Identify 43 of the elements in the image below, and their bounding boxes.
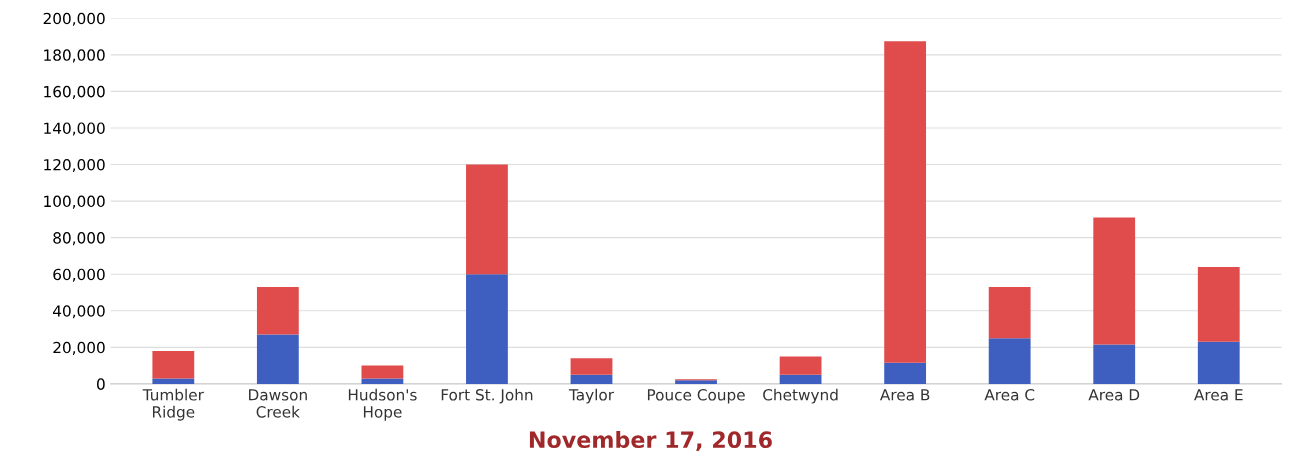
x-tick-label: Area C <box>984 389 1035 401</box>
bar <box>466 164 508 275</box>
x-tick-label: Area B <box>880 389 930 401</box>
bar <box>570 358 613 375</box>
y-tick-label: 200,000 <box>43 12 105 26</box>
x-tick-label: Area E <box>1194 389 1243 401</box>
y-tick-label: 140,000 <box>44 122 105 136</box>
x-tick-label: Taylor <box>568 388 615 404</box>
y-tick-label: 180,000 <box>44 49 105 63</box>
bar <box>152 350 195 379</box>
text: November 17, 2016 <box>529 430 772 451</box>
bar <box>570 374 613 384</box>
y-tick-label: 80,000 <box>53 232 105 246</box>
x-tick-label: Dawson Creek <box>249 389 307 418</box>
y-tick-label: 40,000 <box>53 305 105 319</box>
bar <box>1197 266 1240 342</box>
x-tick-label: Area D <box>1088 389 1140 401</box>
x-tick-label: Pouce Coupe <box>647 389 745 404</box>
bar <box>466 274 508 384</box>
x-tick-label: Fort St. John <box>441 388 533 404</box>
y-tick-label: 120,000 <box>44 158 105 173</box>
x-tick-label: Tumbler Ridge <box>142 388 204 421</box>
bar <box>361 365 404 379</box>
bar <box>1093 344 1136 384</box>
bar <box>988 338 1031 384</box>
bar <box>256 334 299 384</box>
bar <box>779 374 822 384</box>
bar <box>1197 341 1240 384</box>
x-tick-label: Hudson's Hope <box>348 388 417 421</box>
bar <box>361 378 404 384</box>
y-tick-label: 160,000 <box>44 85 105 99</box>
x-tick-label: Chetwynd <box>763 388 838 404</box>
y-tick-label: 60,000 <box>53 268 105 282</box>
bar <box>1093 217 1136 345</box>
y-tick-label: 20,000 <box>53 341 105 355</box>
bar <box>884 362 927 384</box>
bar <box>779 356 822 375</box>
bar <box>884 41 927 363</box>
bar <box>988 287 1031 339</box>
bar <box>152 378 195 384</box>
bar <box>256 287 299 335</box>
y-tick-label: 100,000 <box>44 195 105 209</box>
y-tick-label: 0 <box>97 378 105 390</box>
